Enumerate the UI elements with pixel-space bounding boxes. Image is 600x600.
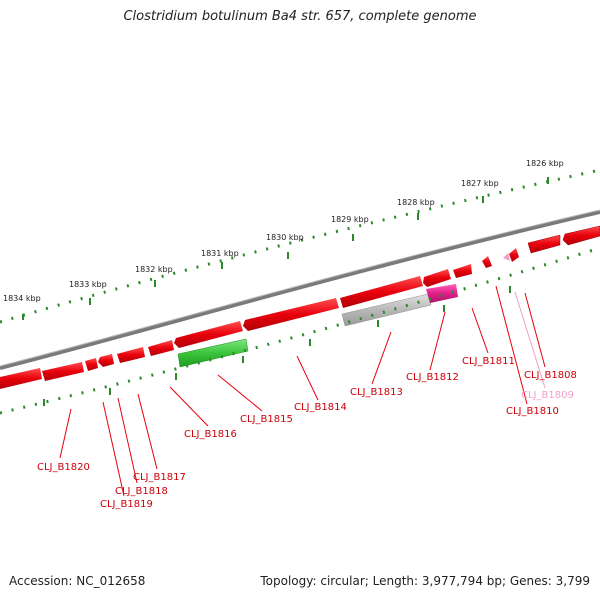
gene-arrow[interactable]: [174, 321, 243, 348]
leader-line: [137, 393, 158, 470]
gene-label: CLJ_B1819: [100, 499, 153, 510]
leader-line: [524, 292, 546, 368]
topology-text: Topology: circular; Length: 3,977,794 bp…: [260, 574, 590, 588]
gene-label: CLJ_B1812: [406, 372, 459, 383]
gene-gray[interactable]: [341, 293, 432, 327]
gene-arrow[interactable]: [340, 276, 423, 308]
gene-arrow[interactable]: [0, 368, 42, 389]
gene-arrow[interactable]: [98, 354, 114, 367]
leader-line: [495, 285, 528, 405]
kbp-label: 1830 kbp: [266, 233, 304, 242]
kbp-label: 1828 kbp: [397, 198, 435, 207]
genome-backbone: [0, 210, 600, 370]
kbp-label: 1834 kbp: [3, 294, 41, 303]
gene-arrow[interactable]: [42, 362, 84, 381]
gene-magenta[interactable]: [426, 284, 458, 303]
gene-label: CLJ_B1811: [462, 356, 515, 367]
accession-text: Accession: NC_012658: [9, 574, 146, 588]
leader-line: [117, 397, 138, 484]
gene-label: CLJ_B1813: [350, 387, 403, 398]
leader-line: [59, 408, 72, 459]
gene-label: CLJ_B1809: [521, 390, 574, 401]
outer-major-ticks: [22, 177, 549, 320]
genome-title: Clostridium botulinum Ba4 str. 657, comp…: [123, 9, 477, 24]
leader-line: [514, 291, 546, 389]
gene-label: CLJ_B1815: [240, 414, 293, 425]
kbp-label: 1832 kbp: [135, 265, 173, 274]
gene-label: CLJ_B1820: [37, 462, 90, 473]
inner-major-ticks: [43, 286, 511, 406]
leader-line: [217, 374, 263, 412]
gene-arrow[interactable]: [85, 358, 98, 371]
kbp-label: 1826 kbp: [526, 159, 564, 168]
leader-line: [296, 355, 319, 401]
kbp-label: 1829 kbp: [331, 215, 369, 224]
gene-arrow[interactable]: [117, 347, 145, 363]
kbp-label: 1833 kbp: [69, 280, 107, 289]
gene-arrow[interactable]: [562, 225, 600, 246]
gene-track: [0, 225, 600, 389]
leader-line: [371, 331, 392, 385]
kbp-label: 1827 kbp: [461, 179, 499, 188]
gene-arrow-pink[interactable]: [503, 253, 510, 261]
label-leaders: [59, 285, 546, 497]
gene-label: CLJ_B1808: [524, 370, 577, 381]
leader-line: [169, 386, 209, 427]
gene-label: CLJ_B1818: [115, 486, 168, 497]
gene-arrow[interactable]: [453, 264, 472, 278]
kbp-label: 1831 kbp: [201, 249, 239, 258]
gene-arrow[interactable]: [423, 269, 451, 287]
gene-arrow[interactable]: [148, 340, 174, 356]
gene-label: CLJ_B1810: [506, 406, 559, 417]
leader-line: [102, 401, 125, 497]
genome-backbone-highlight: [0, 209, 600, 367]
gene-arrow[interactable]: [509, 248, 519, 262]
leader-line: [471, 307, 489, 354]
gene-label: CLJ_B1816: [184, 429, 237, 440]
leader-line: [429, 311, 446, 371]
inner-tick-track: [0, 246, 600, 415]
gene-label: CLJ_B1814: [294, 402, 347, 413]
gene-label: CLJ_B1817: [133, 472, 186, 483]
gene-arrow[interactable]: [527, 234, 561, 254]
gene-green[interactable]: [177, 338, 249, 368]
gene-arrow[interactable]: [482, 256, 492, 268]
gene-arrow[interactable]: [243, 298, 339, 331]
